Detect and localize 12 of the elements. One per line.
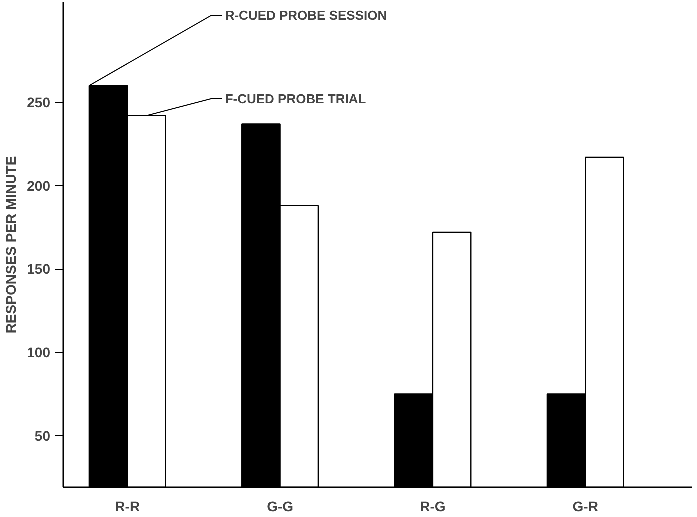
x-tick-label: G-R xyxy=(572,498,598,514)
y-tick-label: 200 xyxy=(27,178,51,194)
x-tick-label: G-G xyxy=(267,498,294,514)
x-tick-label: R-R xyxy=(115,498,140,514)
y-tick-label: 100 xyxy=(27,344,51,360)
y-tick-label: 50 xyxy=(34,428,51,444)
text: R-CUED PROBE SESSION xyxy=(225,8,388,24)
y-tick-label: 250 xyxy=(27,94,51,110)
text: F-CUED PROBE TRIAL xyxy=(225,91,366,106)
x-tick-label: R-G xyxy=(420,498,446,514)
y-axis-title: RESPONSES PER MINUTE xyxy=(3,156,20,334)
y-tick-label: 150 xyxy=(27,261,51,278)
